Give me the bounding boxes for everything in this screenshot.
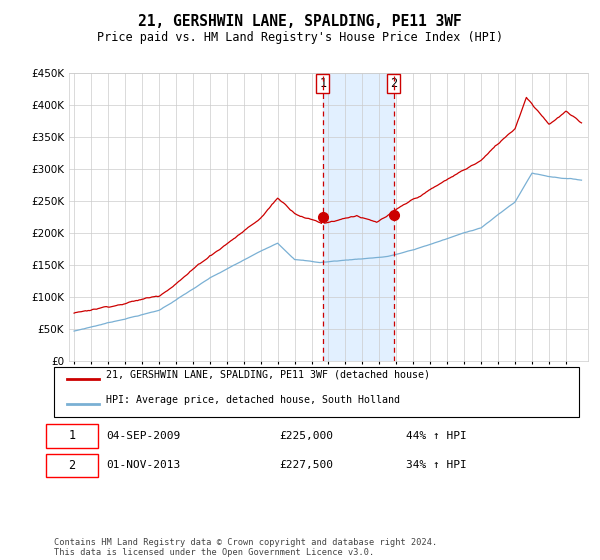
Text: 1: 1 [68,429,76,442]
Text: 1: 1 [319,77,326,90]
Text: 21, GERSHWIN LANE, SPALDING, PE11 3WF: 21, GERSHWIN LANE, SPALDING, PE11 3WF [138,14,462,29]
FancyBboxPatch shape [46,454,98,477]
Text: 34% ↑ HPI: 34% ↑ HPI [406,460,467,470]
Text: 44% ↑ HPI: 44% ↑ HPI [406,431,467,441]
Text: Price paid vs. HM Land Registry's House Price Index (HPI): Price paid vs. HM Land Registry's House … [97,31,503,44]
Text: 04-SEP-2009: 04-SEP-2009 [107,431,181,441]
Text: 2: 2 [68,459,76,472]
Text: HPI: Average price, detached house, South Holland: HPI: Average price, detached house, Sout… [107,395,401,404]
Text: 01-NOV-2013: 01-NOV-2013 [107,460,181,470]
Text: 21, GERSHWIN LANE, SPALDING, PE11 3WF (detached house): 21, GERSHWIN LANE, SPALDING, PE11 3WF (d… [107,370,431,380]
Text: Contains HM Land Registry data © Crown copyright and database right 2024.
This d: Contains HM Land Registry data © Crown c… [54,538,437,557]
Bar [323,73,394,361]
Text: 2: 2 [390,77,397,90]
FancyBboxPatch shape [54,367,579,417]
Text: £225,000: £225,000 [280,431,334,441]
Text: £227,500: £227,500 [280,460,334,470]
FancyBboxPatch shape [46,424,98,447]
